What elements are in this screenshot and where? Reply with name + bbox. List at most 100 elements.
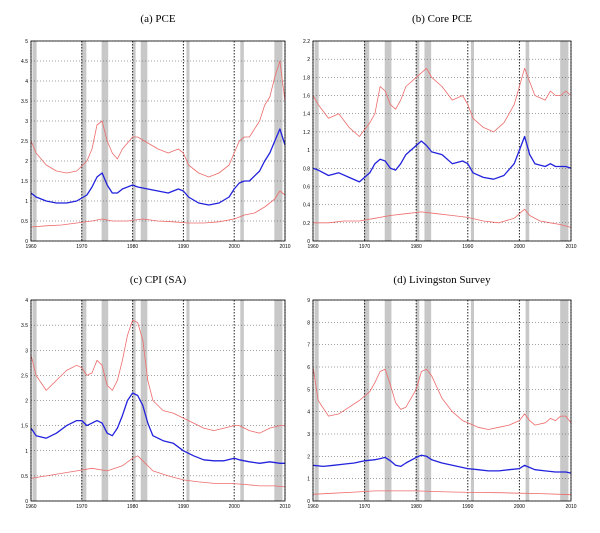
x-tick-label: 2000	[514, 504, 525, 510]
panel-title: (a) PCE	[140, 13, 175, 25]
x-tick-label: 1960	[25, 244, 36, 250]
x-tick-label: 1990	[178, 244, 189, 250]
y-tick-label: 2	[25, 399, 28, 405]
recession-band	[314, 300, 319, 501]
y-tick-label: 1	[307, 148, 310, 154]
y-tick-label: 0.5	[21, 474, 28, 480]
y-tick-label: 2.5	[21, 139, 28, 145]
series-line-band	[312, 490, 572, 496]
y-tick-label: 1	[25, 449, 28, 455]
recession-band	[470, 300, 474, 501]
panel-pce: (a) PCE 0 0.5 1 1.5 2 2.5 3 3.5 4 4.5 5 1960 1970 198…	[21, 13, 291, 250]
panel-title: (c) CPI (SA)	[130, 274, 187, 286]
y-tick-label: 4	[25, 298, 28, 304]
y-tick-label: 1.2	[303, 130, 310, 136]
y-tick-label: 1.8	[303, 75, 310, 81]
y-tick-label: 3	[25, 119, 28, 125]
y-tick-label: 1.6	[303, 94, 310, 100]
recession-band	[240, 300, 244, 501]
y-tick-label: 0.8	[303, 166, 310, 172]
plot-frame	[312, 299, 572, 502]
y-tick-label: 4.5	[21, 59, 28, 65]
y-tick-label: 3	[307, 432, 310, 438]
recession-band	[132, 41, 136, 241]
series-line-band	[313, 208, 572, 228]
recession-band	[424, 300, 432, 501]
y-tick-label: 0.6	[303, 184, 310, 190]
panel-livingston-survey: (d) Livingston Survey 0 1 2 3 4 5 6 7 8 9 1960 1970…	[307, 274, 577, 510]
recession-band	[384, 300, 392, 501]
x-tick-label: 1990	[178, 504, 189, 510]
recession-band	[384, 41, 392, 241]
x-tick-label: 2000	[229, 504, 240, 510]
x-tick-label: 1980	[127, 504, 138, 510]
plot-frame	[30, 299, 286, 502]
recession-band	[274, 300, 283, 501]
x-tick-label: 2010	[565, 244, 576, 250]
x-tick-label: 2010	[279, 504, 290, 510]
recession-band	[81, 41, 87, 241]
y-tick-label: 0	[25, 239, 28, 245]
x-tick-label: 1970	[359, 504, 370, 510]
x-tick-label: 1970	[76, 504, 87, 510]
y-tick-label: 1	[25, 199, 28, 205]
recession-band	[240, 41, 244, 241]
recession-band	[140, 300, 148, 501]
recession-band	[525, 300, 530, 501]
series-line-band	[30, 455, 286, 488]
y-tick-label: 4	[307, 410, 310, 416]
y-tick-label: 3	[25, 348, 28, 354]
series-line-band	[30, 190, 286, 228]
x-tick-label: 1960	[307, 244, 318, 250]
recession-band	[424, 41, 432, 241]
y-tick-label: 2	[307, 454, 310, 460]
recession-band	[364, 41, 370, 241]
x-tick-label: 1990	[462, 244, 473, 250]
x-tick-label: 1980	[127, 244, 138, 250]
series-line-band	[312, 67, 572, 137]
recession-band	[364, 300, 370, 501]
x-tick-label: 2010	[565, 504, 576, 510]
y-tick-label: 1.5	[21, 179, 28, 185]
y-tick-label: 8	[307, 320, 310, 326]
y-tick-label: 7	[307, 343, 310, 349]
series-line-band	[312, 366, 572, 430]
recession-band	[470, 41, 474, 241]
recession-band	[101, 41, 109, 241]
panel-core-pce: (b) Core PCE 0 0.2 0.4 0.6 0.8 1 1.2 1.4 1.6 1.8 2…	[303, 13, 577, 250]
y-tick-label: 2.5	[21, 373, 28, 379]
y-tick-label: 1.4	[303, 112, 310, 118]
series-line-median	[30, 128, 286, 206]
recession-band	[132, 300, 136, 501]
recession-band	[416, 300, 420, 501]
recession-band	[416, 41, 420, 241]
recession-band	[314, 41, 319, 241]
panel-title: (d) Livingston Survey	[393, 274, 491, 286]
y-tick-label: 0.2	[303, 221, 310, 227]
recession-band	[101, 300, 109, 501]
plot-frame	[312, 40, 572, 242]
y-tick-label: 1	[307, 477, 310, 483]
recession-band	[560, 300, 569, 501]
y-tick-label: 3.5	[21, 323, 28, 329]
x-tick-label: 1960	[307, 504, 318, 510]
y-tick-label: 0.4	[303, 203, 310, 209]
series-line-median	[312, 135, 572, 183]
y-tick-label: 1.5	[21, 424, 28, 430]
y-tick-label: 0.5	[21, 219, 28, 225]
y-tick-label: 2	[307, 57, 310, 63]
recession-band	[560, 41, 569, 241]
x-tick-label: 2000	[229, 244, 240, 250]
plot-frame	[30, 40, 286, 242]
series-line-median	[30, 392, 285, 464]
recession-band	[81, 300, 87, 501]
x-tick-label: 1980	[411, 504, 422, 510]
panel-title: (b) Core PCE	[412, 13, 472, 25]
y-tick-label: 2.2	[303, 39, 310, 45]
panel-cpi-sa: (c) CPI (SA) 0 0.5 1 1.5 2 2.5 3 3.5 4 1960 1970 19…	[21, 274, 291, 510]
y-tick-label: 3.5	[21, 99, 28, 105]
series-line-band	[30, 60, 286, 178]
recession-band	[274, 41, 283, 241]
y-tick-label: 5	[25, 39, 28, 45]
y-tick-label: 2	[25, 159, 28, 165]
